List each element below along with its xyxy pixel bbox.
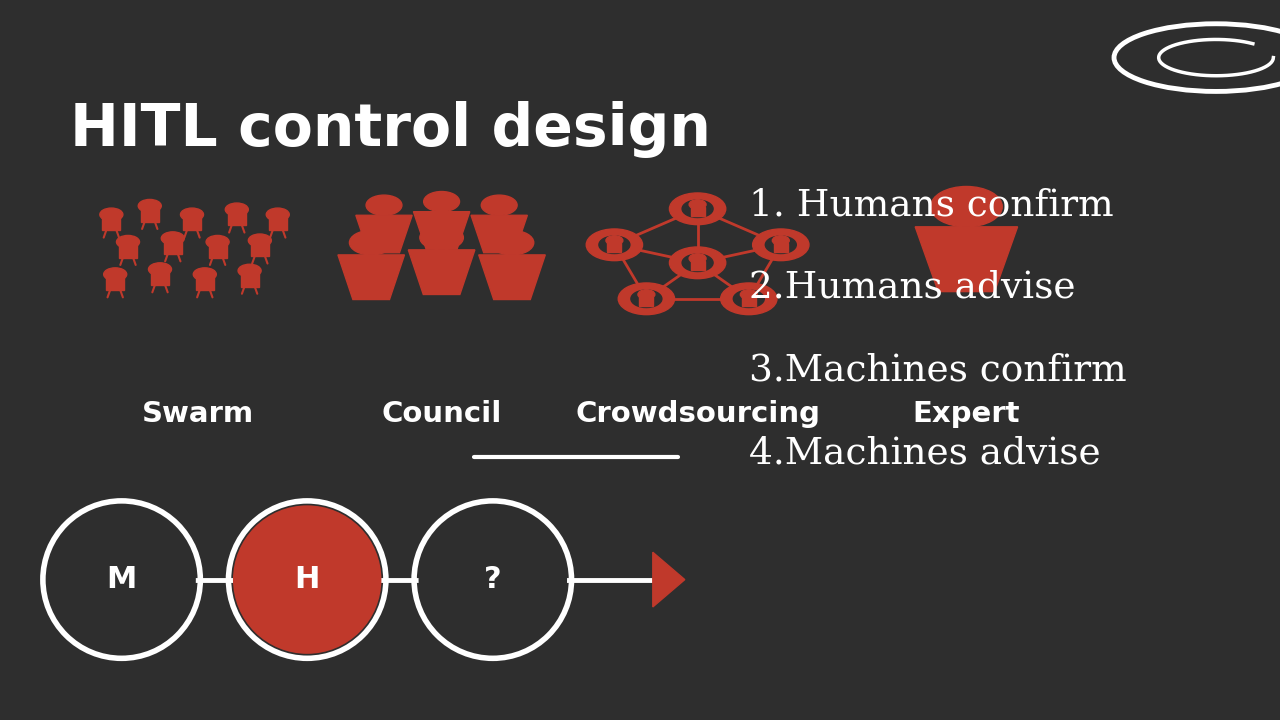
Bar [106, 276, 124, 290]
Text: H: H [294, 565, 320, 594]
Text: 4.Machines advise: 4.Machines advise [749, 436, 1101, 472]
Bar [742, 297, 756, 306]
Circle shape [765, 236, 796, 253]
Circle shape [349, 230, 393, 255]
Circle shape [721, 283, 777, 315]
Bar [196, 276, 214, 290]
Circle shape [248, 234, 271, 247]
Circle shape [682, 254, 713, 271]
Bar [691, 207, 705, 216]
Bar [691, 261, 705, 270]
Bar [164, 240, 182, 254]
Circle shape [733, 290, 764, 307]
Bar [151, 271, 169, 285]
Circle shape [605, 235, 623, 246]
Circle shape [637, 289, 655, 300]
Circle shape [689, 199, 707, 210]
Circle shape [669, 247, 726, 279]
Text: Council: Council [381, 400, 502, 428]
Text: 2.Humans advise: 2.Humans advise [749, 270, 1075, 306]
Circle shape [689, 253, 707, 264]
Text: HITL control design: HITL control design [70, 101, 712, 158]
Circle shape [104, 268, 127, 281]
Polygon shape [413, 212, 470, 249]
Circle shape [931, 186, 1002, 227]
Text: 1. Humans confirm: 1. Humans confirm [749, 187, 1114, 223]
Polygon shape [479, 255, 545, 300]
Circle shape [366, 195, 402, 215]
Ellipse shape [1120, 27, 1280, 88]
Polygon shape [471, 215, 527, 253]
Circle shape [420, 225, 463, 250]
Bar [228, 211, 246, 225]
Circle shape [772, 235, 790, 246]
Circle shape [238, 264, 261, 277]
Polygon shape [653, 552, 685, 607]
Polygon shape [338, 255, 404, 300]
Circle shape [481, 195, 517, 215]
Circle shape [753, 229, 809, 261]
Text: Swarm: Swarm [142, 400, 255, 428]
Text: Crowdsourcing: Crowdsourcing [575, 400, 820, 428]
Bar [608, 243, 622, 252]
Circle shape [100, 208, 123, 221]
Circle shape [490, 230, 534, 255]
Polygon shape [915, 227, 1018, 292]
Polygon shape [408, 250, 475, 294]
Bar [640, 297, 653, 306]
Text: ?: ? [484, 565, 502, 594]
Ellipse shape [47, 505, 196, 654]
Polygon shape [356, 215, 412, 253]
Bar [209, 243, 227, 258]
Ellipse shape [419, 505, 567, 654]
Text: 3.Machines confirm: 3.Machines confirm [749, 353, 1126, 389]
Circle shape [225, 203, 248, 216]
Bar [269, 216, 287, 230]
Bar [141, 207, 159, 222]
Circle shape [148, 263, 172, 276]
Circle shape [631, 290, 662, 307]
Circle shape [138, 199, 161, 212]
Circle shape [682, 200, 713, 217]
Circle shape [180, 208, 204, 221]
Bar [102, 216, 120, 230]
Circle shape [618, 283, 675, 315]
Circle shape [586, 229, 643, 261]
Circle shape [599, 236, 630, 253]
Ellipse shape [233, 505, 381, 654]
Bar [241, 272, 259, 287]
Text: M: M [106, 565, 137, 594]
Circle shape [161, 232, 184, 245]
Circle shape [266, 208, 289, 221]
Circle shape [424, 192, 460, 212]
Bar [119, 243, 137, 258]
Circle shape [116, 235, 140, 248]
Bar [183, 216, 201, 230]
Text: Expert: Expert [913, 400, 1020, 428]
Circle shape [206, 235, 229, 248]
Bar [774, 243, 788, 252]
Circle shape [193, 268, 216, 281]
Bar [251, 242, 269, 256]
Circle shape [669, 193, 726, 225]
Circle shape [740, 289, 758, 300]
